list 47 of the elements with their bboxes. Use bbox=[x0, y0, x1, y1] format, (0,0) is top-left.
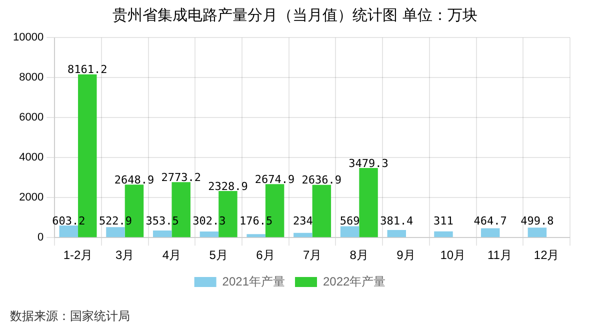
x-tick-label: 3月 bbox=[116, 248, 134, 262]
data-label: 8161.2 bbox=[68, 63, 108, 76]
bar bbox=[106, 227, 125, 238]
x-tick-label: 4月 bbox=[162, 248, 182, 262]
y-tick-label: 0 bbox=[37, 232, 44, 244]
y-tick-label: 4000 bbox=[19, 152, 44, 164]
x-tick-label: 10月 bbox=[440, 248, 466, 262]
x-tick-label: 1-2月 bbox=[63, 248, 93, 262]
legend-label: 2021年产量 bbox=[222, 274, 286, 288]
legend-label: 2022年产量 bbox=[323, 274, 386, 288]
x-tick-label: 6月 bbox=[256, 248, 275, 262]
data-label: 3479.3 bbox=[348, 156, 388, 170]
x-tick-label: 5月 bbox=[209, 248, 228, 262]
x-tick-label: 11月 bbox=[487, 248, 512, 262]
x-tick-label: 12月 bbox=[534, 248, 560, 262]
bar bbox=[434, 231, 453, 238]
data-label: 234 bbox=[292, 214, 314, 228]
x-tick-label: 8月 bbox=[350, 248, 368, 262]
x-tick-label: 9月 bbox=[396, 248, 416, 262]
data-label: 569 bbox=[340, 214, 360, 228]
y-tick-label: 2000 bbox=[19, 192, 44, 204]
source-note: 数据来源：国家统计局 bbox=[10, 308, 130, 325]
data-label: 2773.2 bbox=[161, 170, 201, 184]
data-label: 381.4 bbox=[380, 214, 414, 228]
bar bbox=[246, 234, 266, 238]
y-tick-label: 8000 bbox=[19, 72, 44, 84]
bar bbox=[59, 226, 78, 238]
data-label: 2648.9 bbox=[114, 173, 154, 186]
bar bbox=[312, 184, 332, 238]
data-label: 2636.9 bbox=[302, 174, 342, 187]
data-label: 2674.9 bbox=[254, 172, 295, 186]
bar bbox=[387, 230, 406, 238]
chart-title: 贵州省集成电路产量分月（当月值）统计图 单位：万块 bbox=[112, 6, 478, 25]
bar bbox=[340, 226, 360, 238]
bar bbox=[528, 228, 547, 238]
y-tick-label: 6000 bbox=[19, 112, 44, 124]
data-label: 464.7 bbox=[474, 214, 507, 228]
bar bbox=[200, 232, 219, 238]
data-label: 499.8 bbox=[520, 214, 554, 228]
bar bbox=[294, 232, 312, 238]
bar bbox=[480, 228, 500, 238]
bar bbox=[359, 168, 378, 238]
data-label: 311 bbox=[434, 214, 454, 228]
x-tick-label: 7月 bbox=[302, 248, 322, 262]
y-tick-label: 10000 bbox=[12, 32, 44, 44]
data-label: 2328.9 bbox=[208, 180, 248, 193]
bar bbox=[152, 230, 172, 238]
